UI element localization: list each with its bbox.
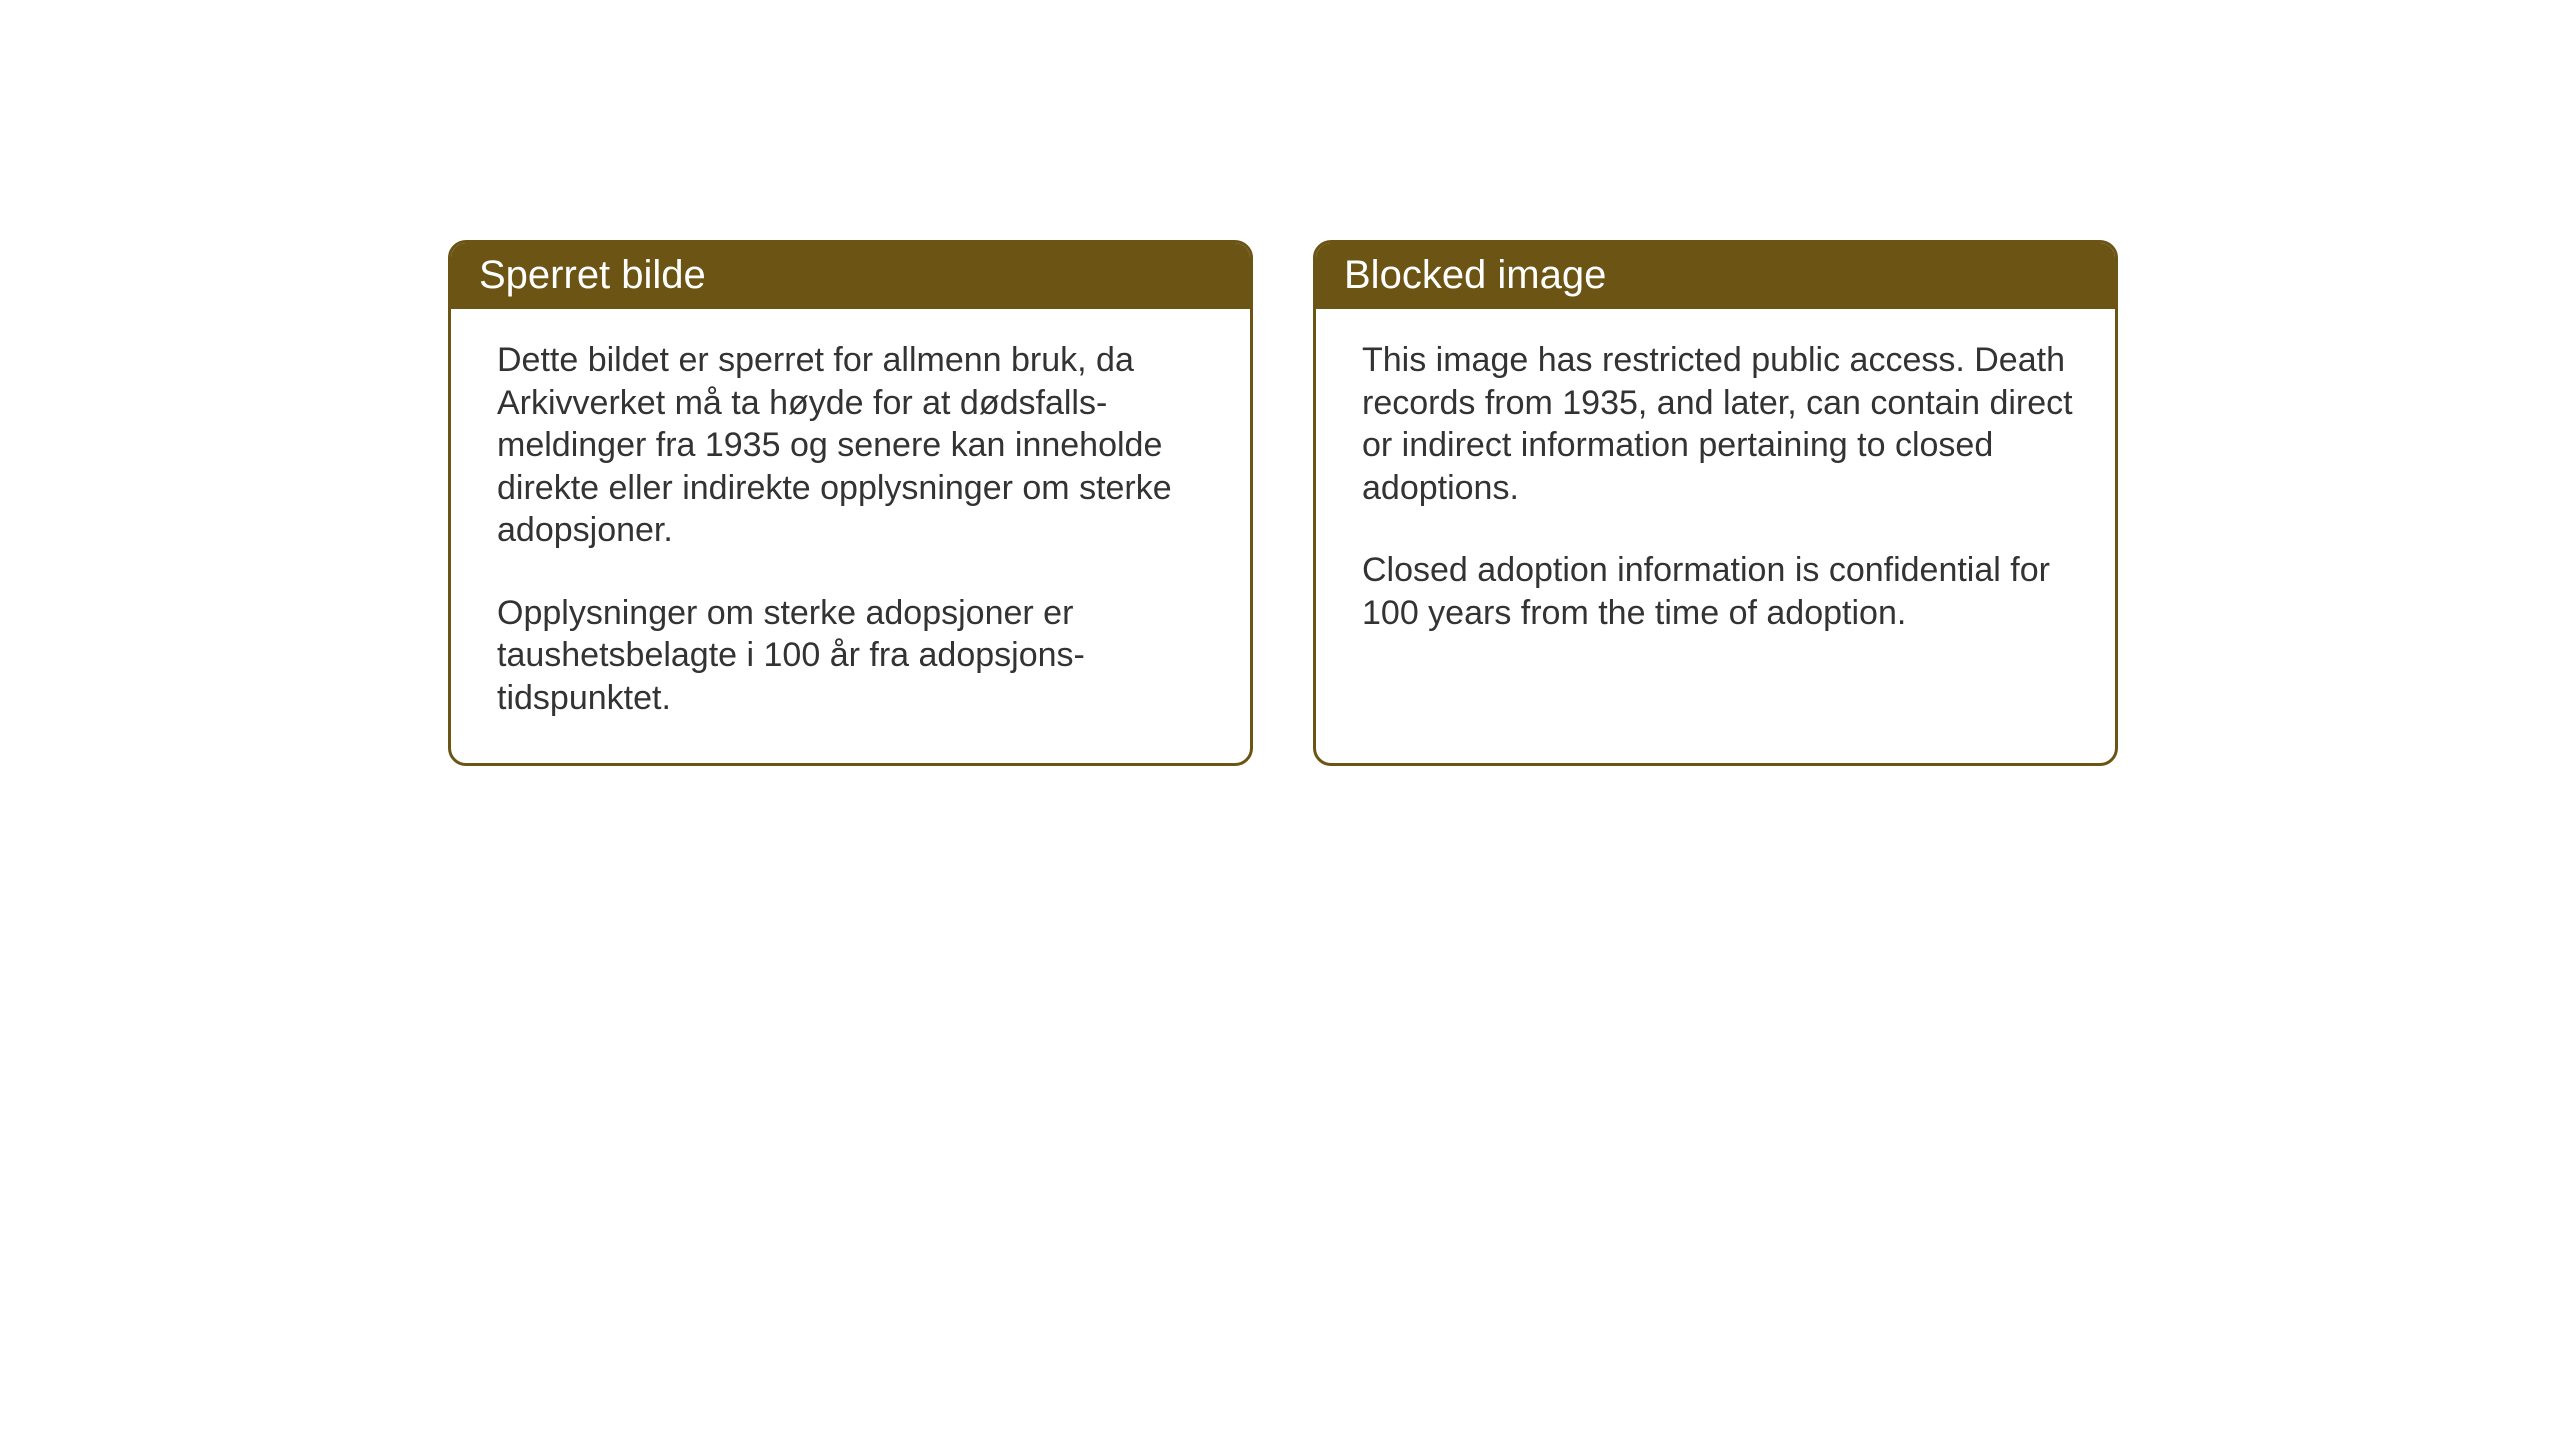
card-paragraph-english-1: This image has restricted public access.… xyxy=(1362,339,2075,509)
card-paragraph-norwegian-1: Dette bildet er sperret for allmenn bruk… xyxy=(497,339,1210,552)
card-title-norwegian: Sperret bilde xyxy=(479,253,706,297)
card-header-english: Blocked image xyxy=(1316,243,2115,309)
card-norwegian: Sperret bilde Dette bildet er sperret fo… xyxy=(448,240,1253,766)
card-title-english: Blocked image xyxy=(1344,253,1606,297)
card-english: Blocked image This image has restricted … xyxy=(1313,240,2118,766)
card-body-norwegian: Dette bildet er sperret for allmenn bruk… xyxy=(451,309,1250,763)
card-paragraph-norwegian-2: Opplysninger om sterke adopsjoner er tau… xyxy=(497,592,1210,720)
card-paragraph-english-2: Closed adoption information is confident… xyxy=(1362,549,2075,634)
cards-container: Sperret bilde Dette bildet er sperret fo… xyxy=(0,0,2560,766)
card-body-english: This image has restricted public access.… xyxy=(1316,309,2115,678)
card-header-norwegian: Sperret bilde xyxy=(451,243,1250,309)
